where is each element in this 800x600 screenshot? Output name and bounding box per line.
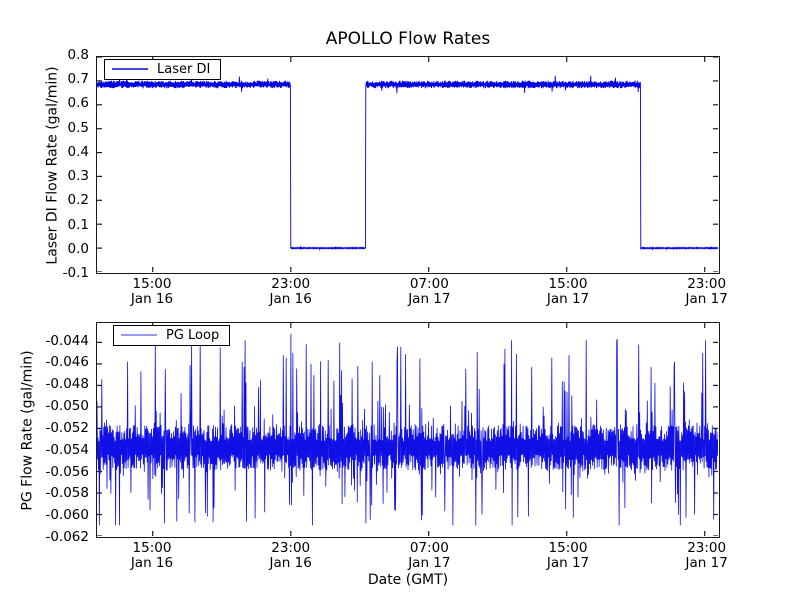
x-tick-time: 07:00 bbox=[409, 540, 449, 556]
x-tick-time: 15:00 bbox=[548, 540, 588, 556]
x-tick-date: Jan 16 bbox=[130, 290, 174, 307]
y-tick-label: -0.048 bbox=[45, 376, 89, 393]
x-tick-label: 23:00 Jan 16 bbox=[251, 277, 331, 306]
x-tick-label: 07:00 Jan 17 bbox=[389, 277, 469, 306]
x-tick-date: Jan 16 bbox=[269, 290, 312, 307]
y-tick-label: 0.4 bbox=[67, 143, 89, 160]
y-tick-label: -0.1 bbox=[62, 265, 89, 281]
y-tick-label: -0.056 bbox=[45, 463, 89, 480]
x-tick-date: Jan 16 bbox=[269, 554, 312, 571]
y-tick-label: -0.046 bbox=[45, 354, 89, 371]
y-tick-label: -0.052 bbox=[45, 419, 89, 436]
x-tick-date: Jan 17 bbox=[408, 554, 451, 571]
y-tick-label: 0.5 bbox=[67, 119, 89, 136]
y-tick-label: -0.060 bbox=[45, 507, 89, 524]
pg-loop-legend-label: PG Loop bbox=[166, 327, 220, 343]
x-tick-date: Jan 16 bbox=[130, 554, 174, 571]
x-tick-time: 15:00 bbox=[132, 276, 172, 292]
x-tick-label: 15:00 Jan 16 bbox=[112, 541, 192, 570]
pg_loop-plot-canvas bbox=[97, 323, 718, 536]
laser-di-axes: Laser DI bbox=[96, 56, 720, 274]
y-tick-label: 0.1 bbox=[67, 216, 89, 233]
y-tick-label: -0.044 bbox=[45, 332, 89, 349]
x-tick-date: Jan 17 bbox=[685, 290, 728, 307]
y-tick-label: 0.8 bbox=[67, 47, 89, 63]
y-tick-label: 0.0 bbox=[67, 240, 89, 257]
x-tick-date: Jan 17 bbox=[546, 554, 590, 571]
x-tick-label: 15:00 Jan 16 bbox=[112, 277, 192, 306]
x-tick-date: Jan 17 bbox=[685, 554, 728, 571]
legend-laser-di: Laser DI bbox=[104, 59, 222, 80]
pg-loop-axes: PG Loop bbox=[96, 322, 720, 538]
x-tick-time: 23:00 bbox=[271, 540, 311, 556]
legend-pg-loop: PG Loop bbox=[113, 325, 231, 346]
y-tick-label: -0.058 bbox=[45, 485, 89, 502]
pg-loop-legend-line-sample bbox=[121, 334, 157, 336]
x-tick-time: 23:00 bbox=[687, 540, 727, 556]
x-tick-label: 23:00 Jan 17 bbox=[667, 277, 747, 306]
chart-title: APOLLO Flow Rates bbox=[325, 29, 491, 49]
y-tick-label: 0.6 bbox=[67, 95, 89, 112]
y-tick-label: -0.050 bbox=[45, 398, 89, 415]
x-axis-label: Date (GMT) bbox=[367, 572, 449, 588]
x-tick-time: 15:00 bbox=[548, 276, 588, 292]
laser_di-plot-canvas bbox=[97, 57, 718, 272]
laser-di-legend-label: Laser DI bbox=[157, 61, 211, 77]
y-tick-label: 0.2 bbox=[67, 192, 89, 209]
x-tick-label: 23:00 Jan 17 bbox=[667, 541, 747, 570]
x-tick-time: 23:00 bbox=[687, 276, 727, 292]
y-tick-label: -0.054 bbox=[45, 441, 89, 458]
x-tick-time: 15:00 bbox=[132, 540, 172, 556]
y-tick-label: 0.3 bbox=[67, 168, 89, 185]
x-tick-time: 23:00 bbox=[271, 276, 311, 292]
x-tick-label: 07:00 Jan 17 bbox=[389, 541, 469, 570]
laser-di-legend-line-sample bbox=[112, 68, 148, 70]
x-tick-label: 23:00 Jan 16 bbox=[251, 541, 331, 570]
pg_loop-line bbox=[97, 333, 718, 526]
y-tick-label: 0.7 bbox=[67, 71, 89, 88]
y-tick-label: -0.062 bbox=[45, 529, 89, 545]
tick-marks bbox=[97, 57, 718, 272]
x-tick-label: 15:00 Jan 17 bbox=[528, 277, 608, 306]
x-tick-date: Jan 17 bbox=[408, 290, 451, 307]
x-tick-date: Jan 17 bbox=[546, 290, 590, 307]
laser_di-line bbox=[97, 75, 718, 252]
x-tick-label: 15:00 Jan 17 bbox=[528, 541, 608, 570]
x-tick-time: 07:00 bbox=[409, 276, 449, 292]
